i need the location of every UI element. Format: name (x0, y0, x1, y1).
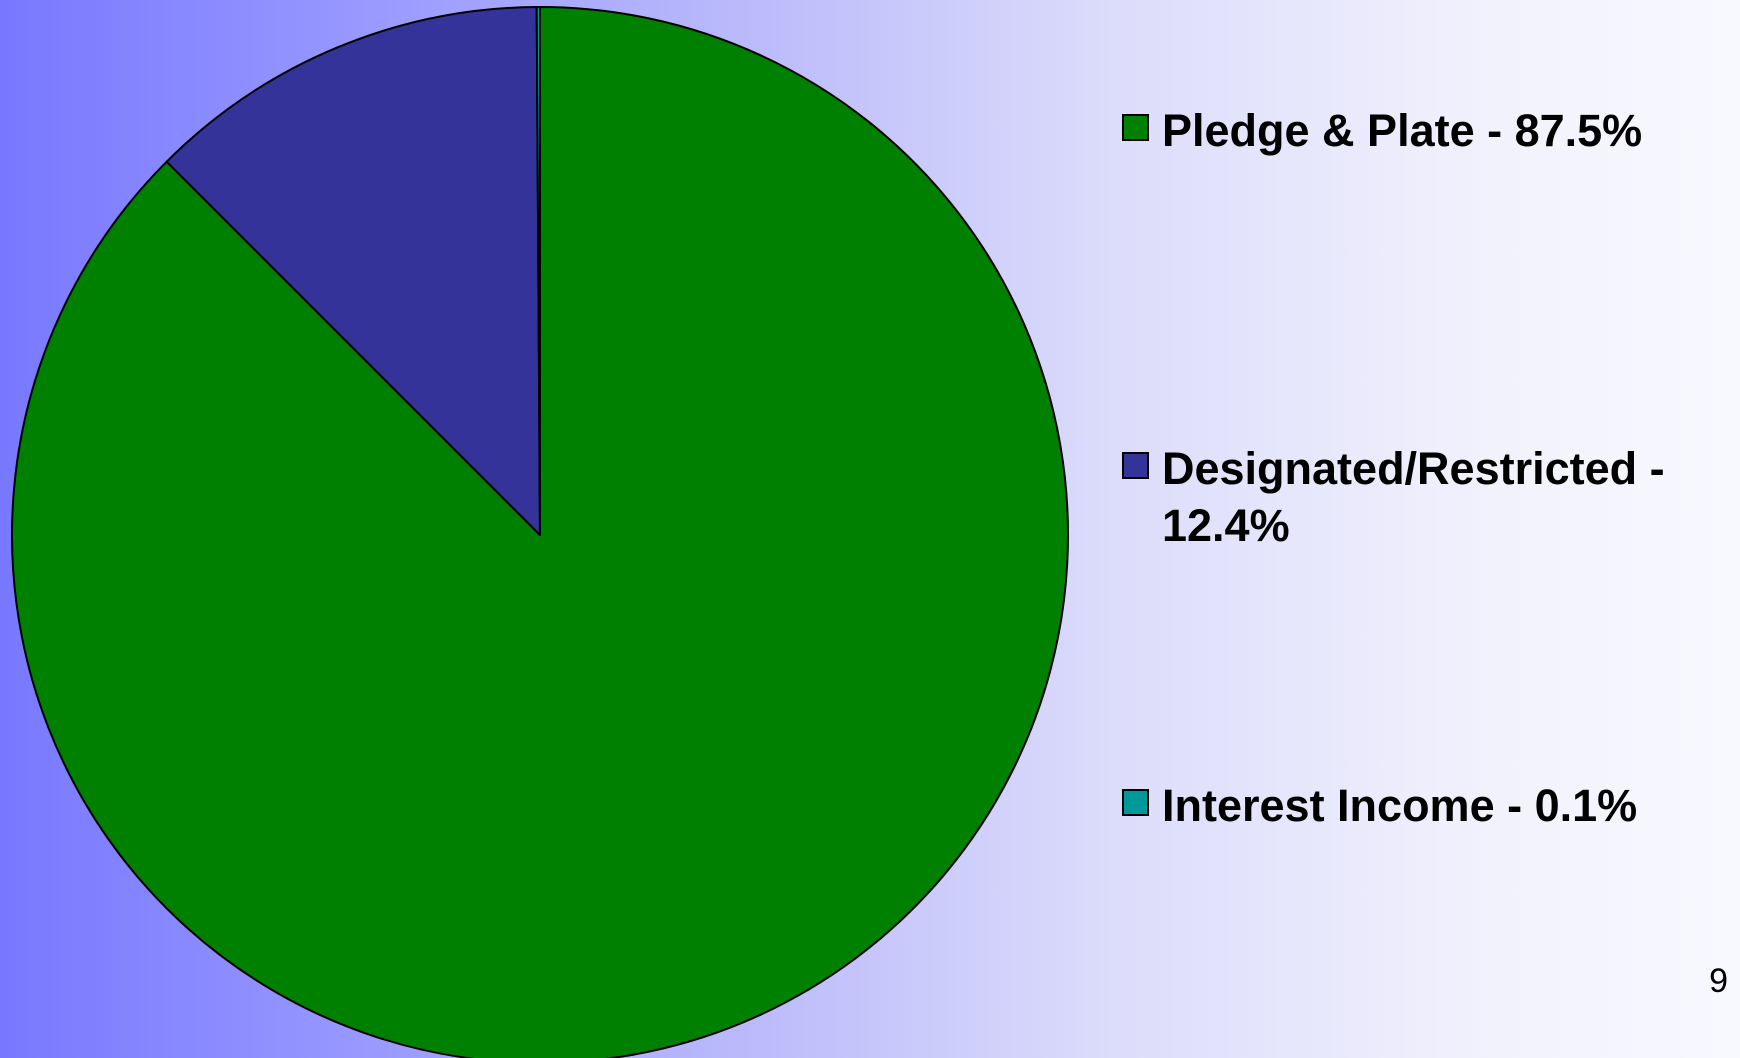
pie-slice-interest-income (535, 5, 541, 536)
legend-item-interest-income: Interest Income - 0.1% (1122, 777, 1732, 834)
legend-item-designated-restricted: Designated/Restricted - 12.4% (1122, 440, 1732, 554)
legend-label-pledge-plate: Pledge & Plate - 87.5% (1162, 105, 1643, 156)
legend-swatch-pledge-plate (1122, 114, 1149, 141)
pie-slice-pledge-plate (11, 6, 1069, 1058)
page-number: 9 (1709, 962, 1728, 1000)
legend-item-pledge-plate: Pledge & Plate - 87.5% (1122, 102, 1732, 159)
legend-label-interest-income: Interest Income - 0.1% (1162, 780, 1638, 831)
pie-slice-designated-restricted (165, 6, 541, 536)
chart-legend: Pledge & Plate - 87.5% Designated/Restri… (1122, 0, 1732, 1058)
legend-swatch-designated-restricted (1122, 452, 1149, 479)
legend-swatch-interest-income (1122, 789, 1149, 816)
pie-chart (11, 5, 1069, 1058)
legend-label-designated-restricted: Designated/Restricted - 12.4% (1162, 443, 1665, 551)
